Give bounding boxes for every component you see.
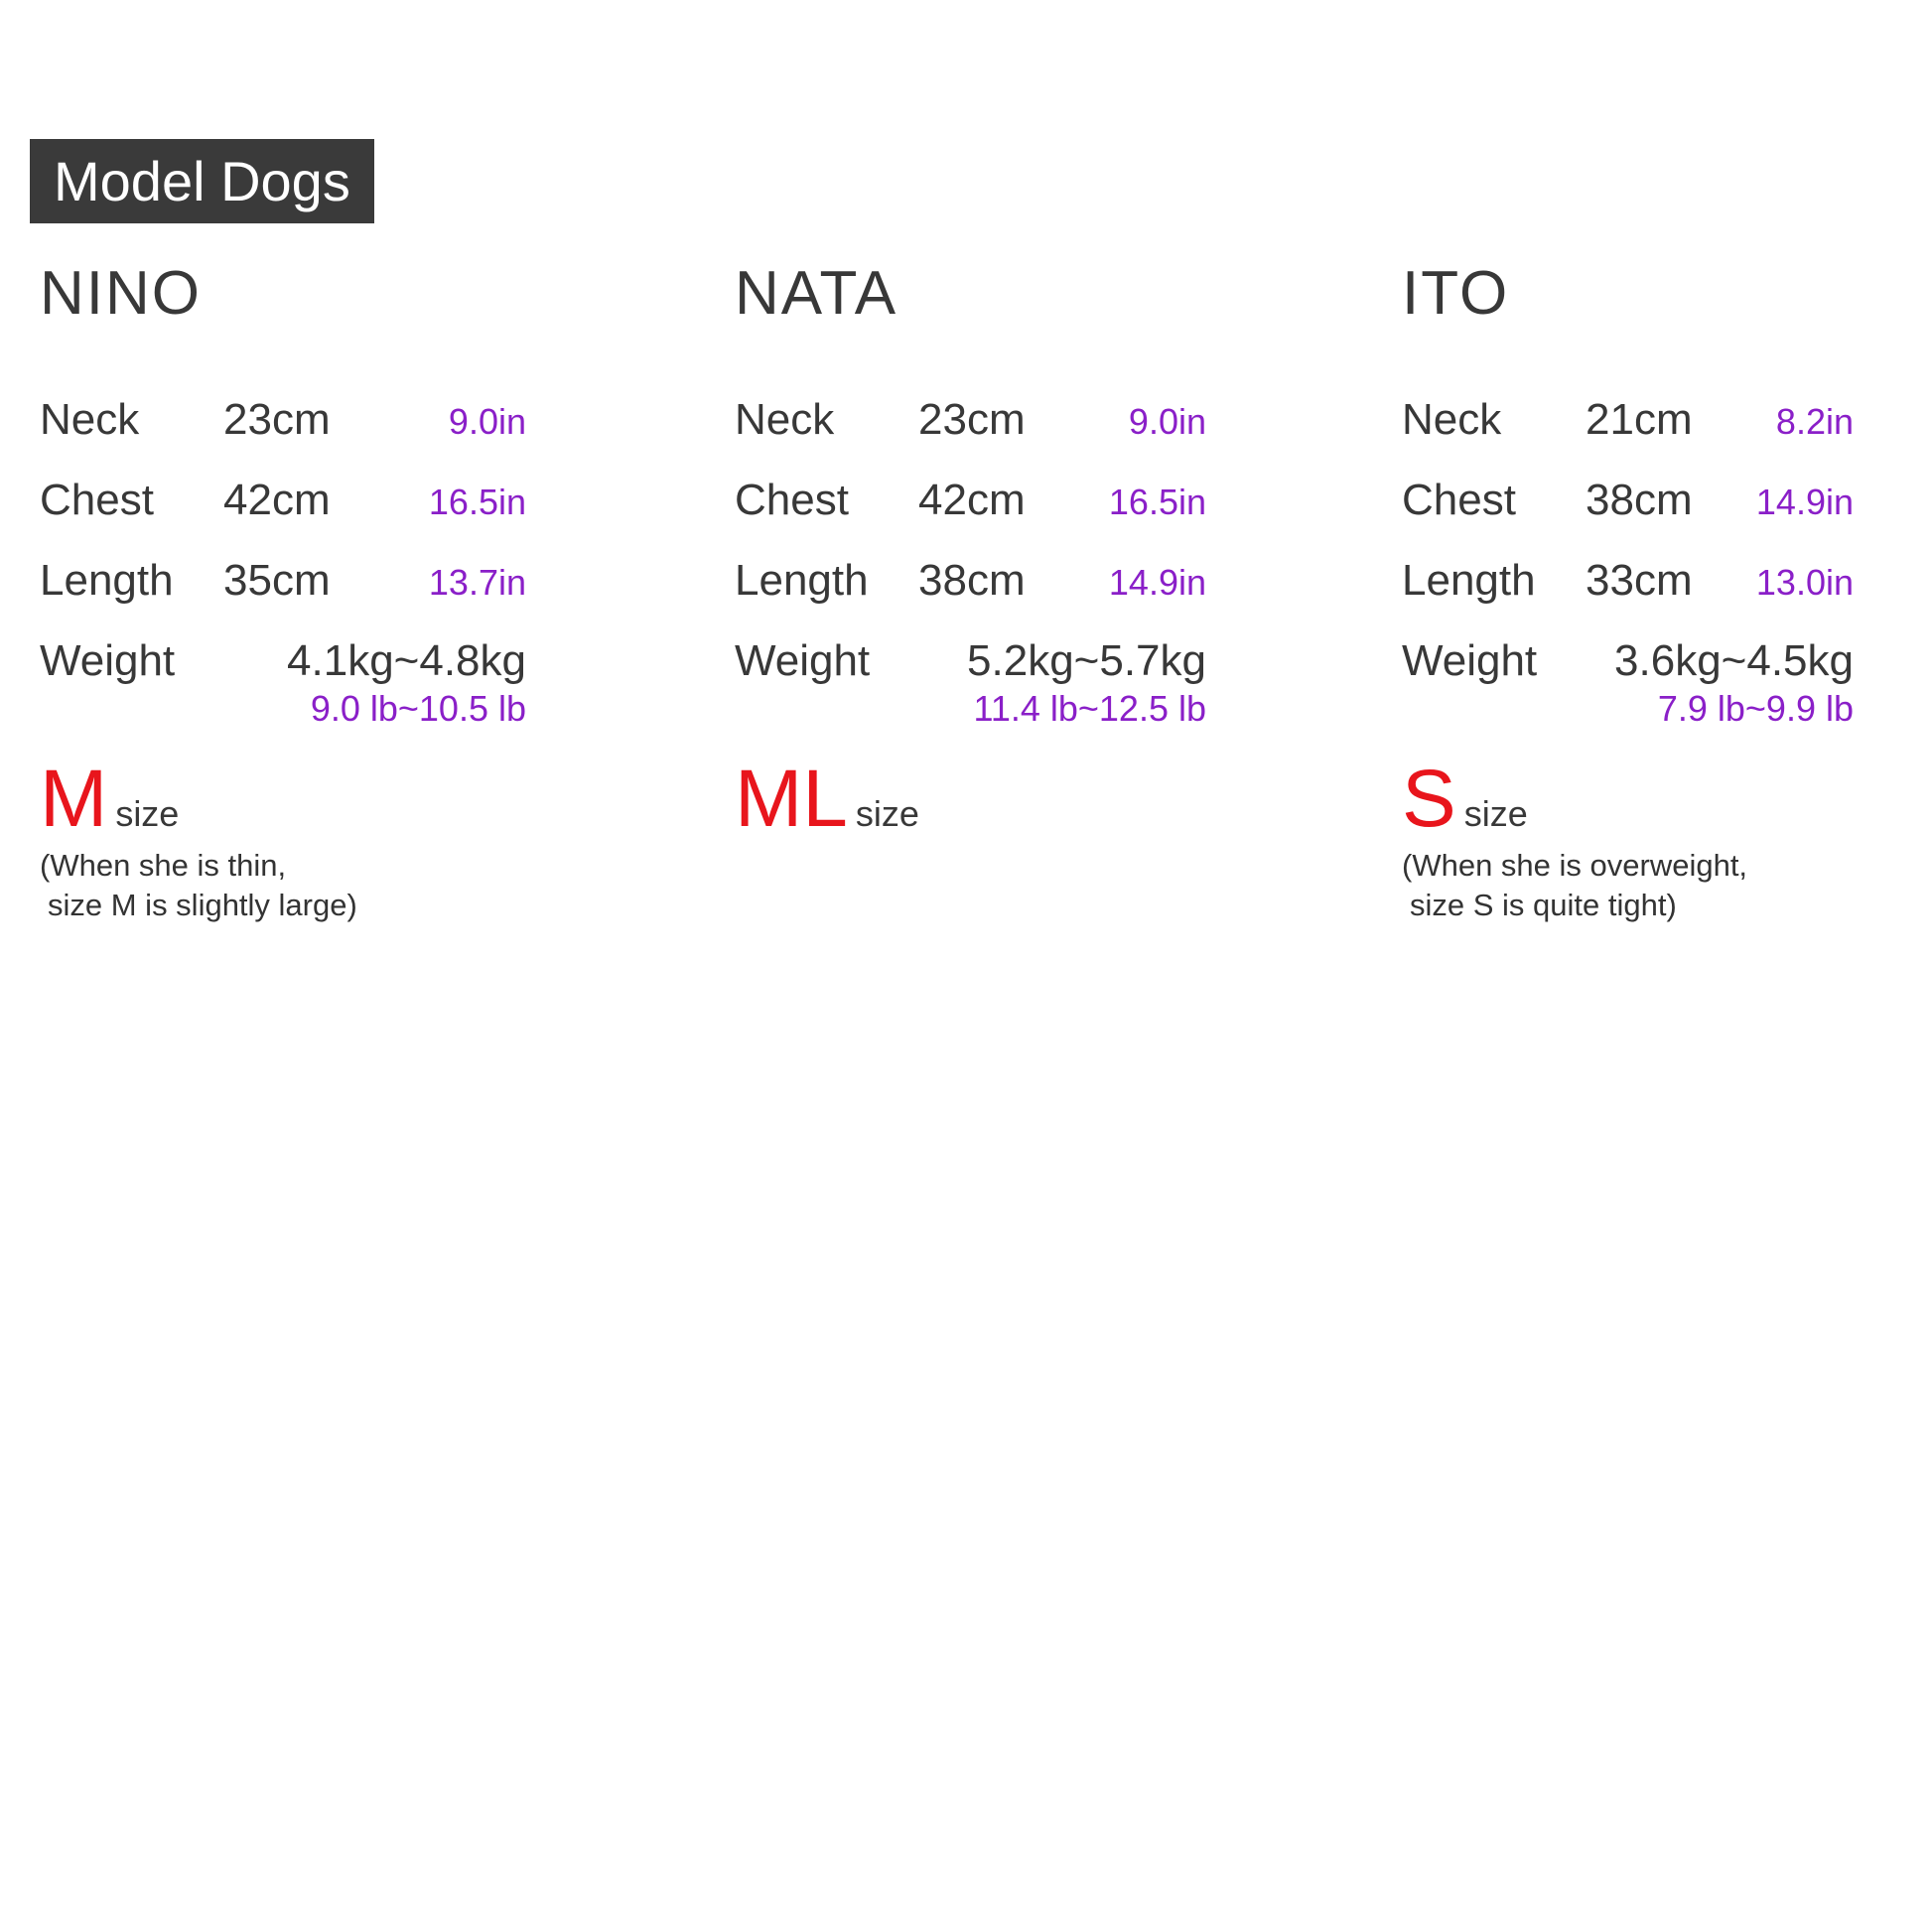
dog-column-ito: ITO Neck 21cm 8.2in Chest 38cm 14.9in Le… [1402,263,1854,926]
weight-kg-value: 4.1kg~4.8kg [287,636,526,685]
measurement-cm-value: 23cm [918,395,1026,444]
measurement-inch-value: 13.0in [1755,562,1854,603]
fit-note-line: (When she is overweight, [1402,848,1748,883]
measurement-cm-value: 38cm [1586,476,1693,524]
fit-note: (When she is thin, size M is slightly la… [40,846,526,926]
weight-label: Weight [40,636,176,685]
weight-label: Weight [1402,636,1538,685]
dog-name: NINO [40,259,202,328]
measurement-row-length: Length 33cm 13.0in [1402,555,1854,609]
weight-row: Weight 4.1kg~4.8kg [40,635,526,687]
measurement-cm-value: 23cm [223,395,331,444]
dog-name: NATA [735,259,898,328]
measurement-cm-value: 42cm [918,476,1026,524]
measurement-label: Chest [735,476,849,524]
measurement-inch-value: 9.0in [1128,401,1206,442]
measurement-label: Neck [40,395,140,444]
measurement-row-chest: Chest 42cm 16.5in [40,475,526,528]
fit-note: (When she is overweight, size S is quite… [1402,846,1854,926]
size-letter: S [1402,754,1456,844]
measurement-inch-value: 9.0in [448,401,526,442]
measurement-row-neck: Neck 21cm 8.2in [1402,394,1854,448]
measurement-label: Length [1402,556,1536,605]
measurement-table: Neck 23cm 9.0in Chest 42cm 16.5in Length… [735,394,1206,731]
weight-kg-value: 5.2kg~5.7kg [967,636,1206,685]
recommended-size: S size [1402,759,1854,840]
measurement-cm-value: 21cm [1586,395,1693,444]
weight-row: Weight 3.6kg~4.5kg [1402,635,1854,687]
measurement-row-neck: Neck 23cm 9.0in [735,394,1206,448]
measurement-inch-value: 16.5in [428,482,526,522]
measurement-inch-value: 16.5in [1108,482,1206,522]
measurement-label: Chest [1402,476,1516,524]
recommended-size: ML size [735,759,1206,840]
measurement-label: Neck [735,395,835,444]
measurement-label: Length [40,556,174,605]
fit-note-line: (When she is thin, [40,848,287,883]
size-suffix: size [115,793,180,834]
dog-name: ITO [1402,259,1510,328]
measurement-row-length: Length 38cm 14.9in [735,555,1206,609]
dog-column-nata: NATA Neck 23cm 9.0in Chest 42cm 16.5in L… [735,263,1206,846]
measurement-row-chest: Chest 42cm 16.5in [735,475,1206,528]
fit-note-line: size M is slightly large) [48,888,357,923]
size-suffix: size [855,793,919,834]
measurement-cm-value: 38cm [918,556,1026,605]
measurement-table: Neck 23cm 9.0in Chest 42cm 16.5in Length… [40,394,526,731]
size-suffix: size [1463,793,1528,834]
fit-note-line: size S is quite tight) [1410,888,1677,923]
weight-kg-value: 3.6kg~4.5kg [1614,636,1854,685]
measurement-label: Length [735,556,869,605]
measurement-label: Chest [40,476,154,524]
dog-column-nino: NINO Neck 23cm 9.0in Chest 42cm 16.5in L… [40,263,526,926]
measurement-table: Neck 21cm 8.2in Chest 38cm 14.9in Length… [1402,394,1854,731]
measurement-inch-value: 14.9in [1108,562,1206,603]
measurement-cm-value: 33cm [1586,556,1693,605]
measurement-inch-value: 13.7in [428,562,526,603]
weight-label: Weight [735,636,871,685]
weight-row: Weight 5.2kg~5.7kg [735,635,1206,687]
size-letter: M [40,754,108,844]
measurement-row-length: Length 35cm 13.7in [40,555,526,609]
measurement-inch-value: 14.9in [1755,482,1854,522]
weight-lb-value: 9.0 lb~10.5 lb [310,688,526,729]
measurement-inch-value: 8.2in [1775,401,1854,442]
measurement-cm-value: 42cm [223,476,331,524]
measurement-row-neck: Neck 23cm 9.0in [40,394,526,448]
measurement-row-chest: Chest 38cm 14.9in [1402,475,1854,528]
page-title: Model Dogs [30,139,374,223]
size-letter: ML [735,754,848,844]
measurement-label: Neck [1402,395,1502,444]
measurement-cm-value: 35cm [223,556,331,605]
weight-lb-value: 11.4 lb~12.5 lb [973,688,1206,729]
recommended-size: M size [40,759,526,840]
weight-lb-value: 7.9 lb~9.9 lb [1657,688,1854,729]
